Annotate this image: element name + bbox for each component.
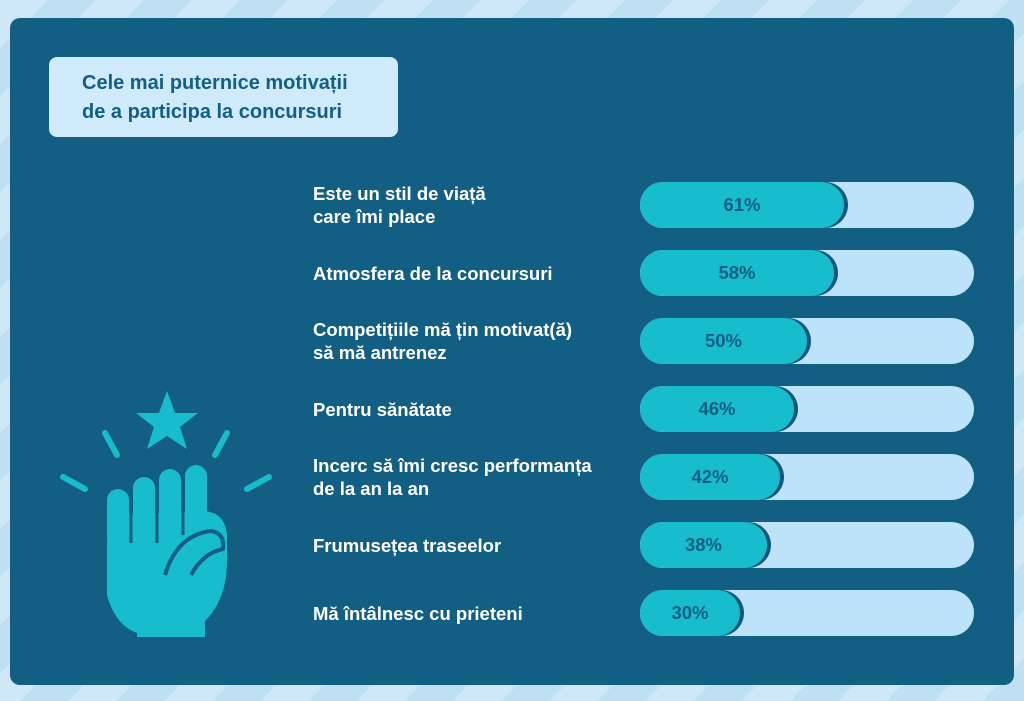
bar-row: Incerc să îmi cresc performanța de la an … bbox=[0, 454, 1024, 500]
bar-track: 50% bbox=[640, 318, 974, 364]
bar-label: Este un stil de viață care îmi place bbox=[313, 182, 633, 228]
title-line-1: Cele mai puternice motivații bbox=[82, 72, 348, 94]
bar-fill bbox=[640, 522, 767, 568]
bar-label: Mă întâlnesc cu prieteni bbox=[313, 590, 633, 636]
bar-label: Frumusețea traseelor bbox=[313, 522, 633, 568]
bar-label-line: Atmosfera de la concursuri bbox=[313, 262, 553, 284]
bar-row: Mă întâlnesc cu prieteni 30% bbox=[0, 590, 1024, 636]
bar-track: 61% bbox=[640, 182, 974, 228]
bar-fill bbox=[640, 386, 794, 432]
bar-fill bbox=[640, 454, 780, 500]
bar-label: Pentru sănătate bbox=[313, 386, 633, 432]
title-box: Cele mai puternice motivații de a partic… bbox=[49, 57, 398, 137]
bar-label: Incerc să îmi cresc performanța de la an … bbox=[313, 454, 633, 500]
raised-fist-with-star-icon bbox=[55, 385, 280, 640]
bar-label-line: să mă antrenez bbox=[313, 342, 447, 363]
bar-value-label: 30% bbox=[671, 602, 709, 623]
bar-label-line: Frumusețea traseelor bbox=[313, 534, 502, 556]
bar-label-line: de la an la an bbox=[313, 478, 430, 499]
bar-track: 46% bbox=[640, 386, 974, 432]
bar-value-label: 46% bbox=[698, 398, 736, 419]
bar-fill bbox=[640, 318, 807, 364]
bar-row: Este un stil de viață care îmi place 61% bbox=[0, 182, 1024, 228]
bar-label-line: care îmi place bbox=[313, 206, 436, 227]
bar-row: Atmosfera de la concursuri 58% bbox=[0, 250, 1024, 296]
bar-fill bbox=[640, 182, 844, 228]
bar-track: 42% bbox=[640, 454, 974, 500]
bar-label-line: Competițiile mă țin motivat(ă) bbox=[313, 319, 573, 340]
bar-row: Competițiile mă țin motivat(ă) să mă antr… bbox=[0, 318, 1024, 364]
bar-fill bbox=[640, 250, 834, 296]
bar-value-label: 42% bbox=[691, 466, 729, 487]
bar-track: 30% bbox=[640, 590, 974, 636]
bar-label-line: Este un stil de viață bbox=[313, 183, 486, 204]
title-line-2: de a participa la concursuri bbox=[82, 101, 343, 123]
bar-value-label: 38% bbox=[684, 534, 723, 555]
bar-fill bbox=[640, 590, 740, 636]
bar-row: Frumusețea traseelor 38% bbox=[0, 522, 1024, 568]
bar-value-label: 58% bbox=[718, 262, 756, 283]
bar-track: 58% bbox=[640, 250, 974, 296]
bar-label-line: Incerc să îmi cresc performanța bbox=[313, 455, 592, 476]
bar-label-line: Pentru sănătate bbox=[313, 398, 452, 420]
bar-label-line: Mă întâlnesc cu prieteni bbox=[313, 602, 523, 624]
bar-value-label: 61% bbox=[723, 194, 761, 215]
bar-track: 38% bbox=[640, 522, 974, 568]
bar-row: Pentru sănătate 46% bbox=[0, 386, 1024, 432]
bar-label: Competițiile mă țin motivat(ă) să mă antr… bbox=[313, 318, 633, 364]
bar-label: Atmosfera de la concursuri bbox=[313, 250, 633, 296]
bar-value-label: 50% bbox=[704, 330, 743, 351]
